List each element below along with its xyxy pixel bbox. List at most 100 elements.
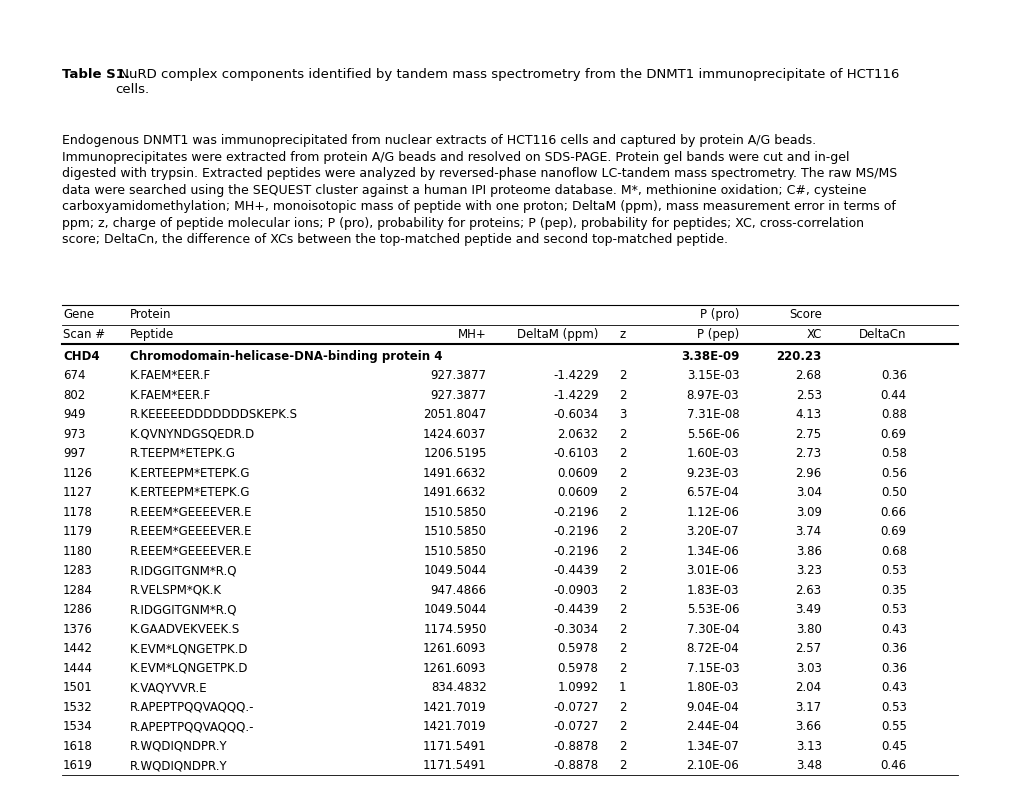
Text: 0.68: 0.68 bbox=[880, 545, 906, 558]
Text: 2.44E-04: 2.44E-04 bbox=[686, 720, 739, 734]
Text: 947.4866: 947.4866 bbox=[430, 584, 486, 597]
Text: Peptide: Peptide bbox=[130, 328, 174, 340]
Text: 3.03: 3.03 bbox=[795, 662, 821, 675]
Text: 3.23: 3.23 bbox=[795, 564, 821, 578]
Text: R.EEEM*GEEEEVER.E: R.EEEM*GEEEEVER.E bbox=[130, 545, 253, 558]
Text: 0.66: 0.66 bbox=[879, 506, 906, 519]
Text: 2051.8047: 2051.8047 bbox=[423, 408, 486, 422]
Text: 3.86: 3.86 bbox=[795, 545, 821, 558]
Text: 1510.5850: 1510.5850 bbox=[423, 545, 486, 558]
Text: 973: 973 bbox=[63, 428, 86, 441]
Text: -0.4439: -0.4439 bbox=[552, 604, 598, 616]
Text: R.IDGGITGNM*R.Q: R.IDGGITGNM*R.Q bbox=[130, 564, 237, 578]
Text: 1171.5491: 1171.5491 bbox=[423, 760, 486, 772]
Text: 2: 2 bbox=[619, 623, 626, 636]
Text: 2: 2 bbox=[619, 720, 626, 734]
Text: -0.2196: -0.2196 bbox=[552, 506, 598, 519]
Text: 1491.6632: 1491.6632 bbox=[423, 467, 486, 480]
Text: 9.04E-04: 9.04E-04 bbox=[686, 701, 739, 714]
Text: K.ERTEEPM*ETEPK.G: K.ERTEEPM*ETEPK.G bbox=[130, 467, 251, 480]
Text: Chromodomain-helicase-DNA-binding protein 4: Chromodomain-helicase-DNA-binding protei… bbox=[130, 350, 442, 363]
Text: 3.49: 3.49 bbox=[795, 604, 821, 616]
Text: Table S1.: Table S1. bbox=[62, 68, 129, 81]
Text: 0.58: 0.58 bbox=[880, 448, 906, 460]
Text: -0.0727: -0.0727 bbox=[552, 720, 598, 734]
Text: 3.01E-06: 3.01E-06 bbox=[686, 564, 739, 578]
Text: 1126: 1126 bbox=[63, 467, 93, 480]
Text: 1444: 1444 bbox=[63, 662, 93, 675]
Text: 2: 2 bbox=[619, 370, 626, 382]
Text: Endogenous DNMT1 was immunoprecipitated from nuclear extracts of HCT116 cells an: Endogenous DNMT1 was immunoprecipitated … bbox=[62, 134, 815, 147]
Text: 3.13: 3.13 bbox=[795, 740, 821, 753]
Text: R.WQDIQNDPR.Y: R.WQDIQNDPR.Y bbox=[130, 760, 227, 772]
Text: R.KEEEEEDDDDDDDSKEPK.S: R.KEEEEEDDDDDDDSKEPK.S bbox=[130, 408, 298, 422]
Text: 1.12E-06: 1.12E-06 bbox=[686, 506, 739, 519]
Text: -0.6103: -0.6103 bbox=[552, 448, 598, 460]
Text: data were searched using the SEQUEST cluster against a human IPI proteome databa: data were searched using the SEQUEST clu… bbox=[62, 184, 866, 196]
Text: 1.83E-03: 1.83E-03 bbox=[686, 584, 739, 597]
Text: 2: 2 bbox=[619, 506, 626, 519]
Text: 1.80E-03: 1.80E-03 bbox=[686, 682, 739, 694]
Text: 1180: 1180 bbox=[63, 545, 93, 558]
Text: 0.88: 0.88 bbox=[880, 408, 906, 422]
Text: 1424.6037: 1424.6037 bbox=[423, 428, 486, 441]
Text: 2: 2 bbox=[619, 584, 626, 597]
Text: 2: 2 bbox=[619, 467, 626, 480]
Text: 3.04: 3.04 bbox=[795, 486, 821, 500]
Text: 2.63: 2.63 bbox=[795, 584, 821, 597]
Text: Protein: Protein bbox=[130, 308, 171, 321]
Text: 0.0609: 0.0609 bbox=[557, 467, 598, 480]
Text: 0.35: 0.35 bbox=[880, 584, 906, 597]
Text: Gene: Gene bbox=[63, 308, 94, 321]
Text: 1206.5195: 1206.5195 bbox=[423, 448, 486, 460]
Text: P (pep): P (pep) bbox=[696, 328, 739, 340]
Text: carboxyamidomethylation; MH+, monoisotopic mass of peptide with one proton; Delt: carboxyamidomethylation; MH+, monoisotop… bbox=[62, 200, 895, 213]
Text: 3.15E-03: 3.15E-03 bbox=[686, 370, 739, 382]
Text: -0.2196: -0.2196 bbox=[552, 526, 598, 538]
Text: 3.38E-09: 3.38E-09 bbox=[681, 350, 739, 363]
Text: 0.56: 0.56 bbox=[880, 467, 906, 480]
Text: 2: 2 bbox=[619, 486, 626, 500]
Text: DeltaCn: DeltaCn bbox=[858, 328, 906, 340]
Text: z: z bbox=[620, 328, 626, 340]
Text: 2.04: 2.04 bbox=[795, 682, 821, 694]
Text: MH+: MH+ bbox=[458, 328, 486, 340]
Text: 1501: 1501 bbox=[63, 682, 93, 694]
Text: R.APEPTPQQVAQQQ.-: R.APEPTPQQVAQQQ.- bbox=[130, 720, 255, 734]
Text: 220.23: 220.23 bbox=[775, 350, 821, 363]
Text: K.FAEM*EER.F: K.FAEM*EER.F bbox=[130, 370, 211, 382]
Text: 0.5978: 0.5978 bbox=[557, 662, 598, 675]
Text: 1491.6632: 1491.6632 bbox=[423, 486, 486, 500]
Text: K.GAADVEKVEEK.S: K.GAADVEKVEEK.S bbox=[130, 623, 240, 636]
Text: -0.3034: -0.3034 bbox=[553, 623, 598, 636]
Text: 3.09: 3.09 bbox=[795, 506, 821, 519]
Text: 1174.5950: 1174.5950 bbox=[423, 623, 486, 636]
Text: 0.5978: 0.5978 bbox=[557, 642, 598, 656]
Text: DeltaM (ppm): DeltaM (ppm) bbox=[517, 328, 598, 340]
Text: K.VAQYVVR.E: K.VAQYVVR.E bbox=[130, 682, 208, 694]
Text: 1442: 1442 bbox=[63, 642, 93, 656]
Text: 2: 2 bbox=[619, 604, 626, 616]
Text: 4.13: 4.13 bbox=[795, 408, 821, 422]
Text: -0.8878: -0.8878 bbox=[553, 740, 598, 753]
Text: Score: Score bbox=[788, 308, 821, 321]
Text: 927.3877: 927.3877 bbox=[430, 389, 486, 402]
Text: 8.97E-03: 8.97E-03 bbox=[686, 389, 739, 402]
Text: 3.48: 3.48 bbox=[795, 760, 821, 772]
Text: 3.66: 3.66 bbox=[795, 720, 821, 734]
Text: 3.17: 3.17 bbox=[795, 701, 821, 714]
Text: -0.0727: -0.0727 bbox=[552, 701, 598, 714]
Text: 674: 674 bbox=[63, 370, 86, 382]
Text: 2.10E-06: 2.10E-06 bbox=[686, 760, 739, 772]
Text: 5.53E-06: 5.53E-06 bbox=[686, 604, 739, 616]
Text: R.WQDIQNDPR.Y: R.WQDIQNDPR.Y bbox=[130, 740, 227, 753]
Text: 1179: 1179 bbox=[63, 526, 93, 538]
Text: digested with trypsin. Extracted peptides were analyzed by reversed-phase nanofl: digested with trypsin. Extracted peptide… bbox=[62, 167, 897, 180]
Text: 0.43: 0.43 bbox=[880, 682, 906, 694]
Text: 2: 2 bbox=[619, 389, 626, 402]
Text: score; DeltaCn, the difference of XCs between the top-matched peptide and second: score; DeltaCn, the difference of XCs be… bbox=[62, 233, 728, 246]
Text: 1421.7019: 1421.7019 bbox=[423, 701, 486, 714]
Text: 0.53: 0.53 bbox=[880, 701, 906, 714]
Text: 1049.5044: 1049.5044 bbox=[423, 604, 486, 616]
Text: 0.36: 0.36 bbox=[880, 370, 906, 382]
